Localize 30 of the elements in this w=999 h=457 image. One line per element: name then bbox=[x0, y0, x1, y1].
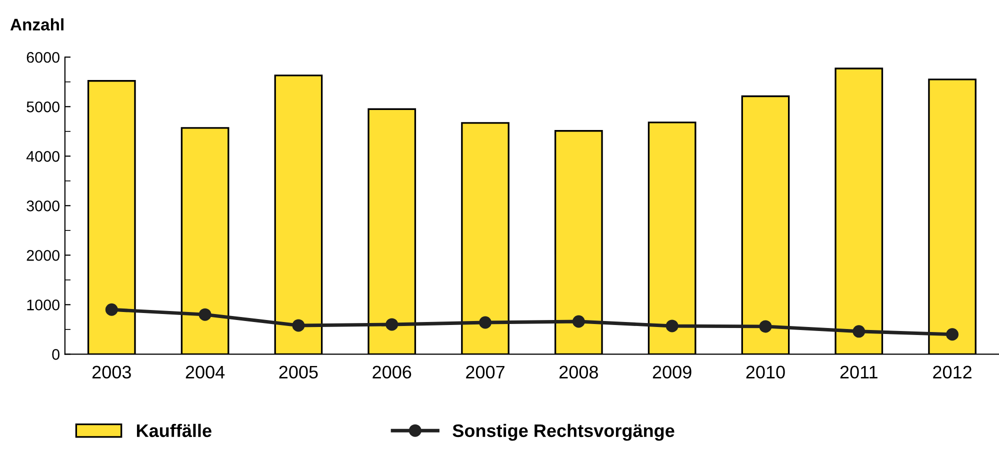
legend-label: Kauffälle bbox=[136, 424, 212, 438]
x-tick-label: 2003 bbox=[92, 366, 131, 379]
y-tick-label: 0 bbox=[52, 349, 60, 360]
y-tick-label: 4000 bbox=[26, 151, 60, 162]
x-tick-label: 2005 bbox=[279, 366, 318, 379]
point bbox=[666, 320, 678, 332]
y-tick-label: 2000 bbox=[26, 250, 60, 261]
point bbox=[105, 303, 118, 316]
point bbox=[479, 316, 492, 329]
y-tick-label: 6000 bbox=[26, 52, 60, 63]
x-tick-label: 2004 bbox=[186, 366, 225, 379]
point bbox=[198, 308, 212, 321]
x-tick-label: 2012 bbox=[933, 366, 972, 379]
point bbox=[946, 328, 959, 341]
point bbox=[572, 315, 585, 328]
point bbox=[292, 319, 305, 332]
legend-label: Sonstige Rechtsvorgänge bbox=[452, 424, 674, 441]
x-tick-label: 2007 bbox=[466, 366, 504, 379]
x-tick-label: 2009 bbox=[652, 366, 692, 379]
y-tick-label: 3000 bbox=[26, 200, 60, 212]
x-tick-label: 2010 bbox=[746, 366, 785, 379]
x-tick-label: 2006 bbox=[372, 366, 412, 379]
x-tick-label: 2011 bbox=[840, 366, 878, 379]
point bbox=[386, 318, 398, 331]
y-axis-title: Anzahl bbox=[10, 18, 64, 31]
x-tick-label: 2008 bbox=[560, 366, 598, 379]
y-tick-label: 5000 bbox=[26, 102, 60, 112]
point bbox=[759, 320, 772, 333]
point bbox=[852, 325, 866, 338]
y-tick-label: 1000 bbox=[27, 300, 60, 310]
